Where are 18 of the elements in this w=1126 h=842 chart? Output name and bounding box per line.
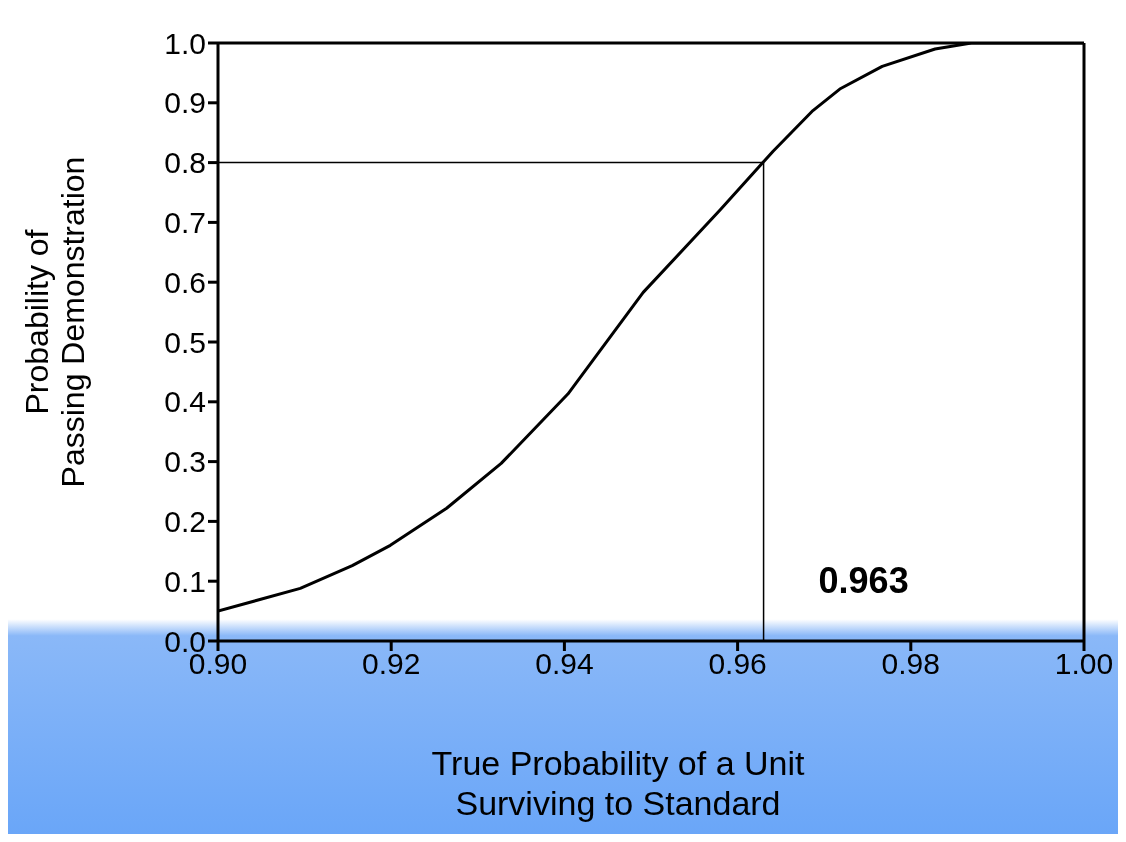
y-tick-label: 0.8 — [164, 146, 206, 180]
y-tick-label: 1.0 — [164, 26, 206, 60]
x-tick-label: 0.96 — [708, 647, 767, 681]
y-tick-label: 0.2 — [164, 505, 206, 539]
x-tick-label: 1.00 — [1054, 647, 1114, 681]
x-axis-title: True Probability of a Unit Surviving to Standard — [430, 743, 806, 823]
x-tick-label: 0.94 — [535, 647, 594, 681]
y-tick-label: 0.4 — [164, 385, 206, 419]
y-axis-title: Probability of Passing Demonstration — [19, 156, 91, 488]
ref-line-label: 0.963 — [818, 560, 909, 601]
y-tick-label: 0.7 — [164, 206, 206, 240]
y-tick-label: 0.9 — [164, 86, 206, 120]
y-tick-label: 0.3 — [164, 445, 206, 479]
x-tick-label: 0.98 — [881, 647, 940, 681]
y-tick-label: 0.1 — [164, 564, 206, 598]
x-tick-label: 0.92 — [362, 647, 421, 681]
y-tick-label: 0.5 — [164, 325, 206, 359]
y-tick-label: 0.6 — [164, 265, 206, 299]
